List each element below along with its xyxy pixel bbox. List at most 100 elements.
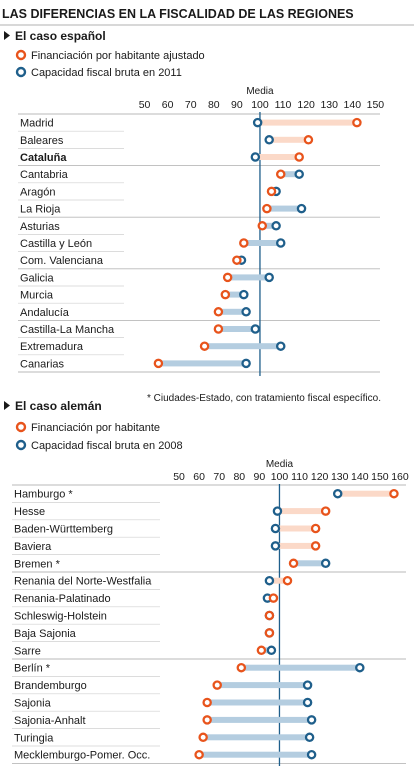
financing-point — [294, 152, 304, 162]
row-label: Baden-Württemberg — [14, 524, 113, 536]
capacity-point — [296, 203, 307, 214]
row-label: Sajonia-Anhalt — [14, 715, 86, 727]
financing-point — [266, 186, 277, 197]
capacity-point — [252, 117, 263, 128]
financing-point — [153, 358, 164, 369]
capacity-point — [306, 715, 317, 725]
row-label: Extremadura — [20, 341, 84, 353]
financing-point — [310, 541, 321, 551]
gap-bar — [293, 560, 326, 567]
row-label: Sarre — [14, 645, 41, 657]
tick-label: 80 — [233, 471, 245, 483]
tick-label: 90 — [254, 471, 266, 483]
capacity-point — [266, 645, 277, 656]
gap-bar — [207, 716, 312, 723]
gap-bar — [262, 222, 277, 229]
gap-bar — [218, 308, 247, 315]
financing-point — [257, 221, 268, 231]
row-label: Turingia — [14, 732, 54, 744]
capacity-point — [271, 221, 281, 231]
gap-bar — [227, 274, 270, 281]
row-label: Schleswig-Holstein — [14, 611, 107, 623]
legend-label-capacity: Capacidad fiscal bruta en 2011 — [31, 67, 182, 79]
tick-label: 70 — [185, 99, 197, 111]
gap-bar — [269, 577, 288, 584]
gap-bar — [225, 291, 244, 298]
financing-point — [198, 732, 208, 743]
section-marker-icon — [4, 401, 10, 410]
tick-label: 100 — [271, 471, 289, 483]
tick-label: 150 — [367, 99, 385, 111]
section-title: El caso alemán — [15, 399, 102, 413]
financing-point — [236, 662, 247, 673]
tick-label: 60 — [162, 99, 174, 111]
capacity-point — [275, 238, 286, 248]
tick-label: 130 — [320, 99, 338, 111]
section-marker-icon — [4, 31, 10, 40]
capacity-point — [264, 272, 274, 283]
financing-point — [213, 307, 224, 317]
tick-label: 60 — [193, 471, 205, 483]
tick-label: 110 — [275, 99, 292, 111]
legend-label-financing: Financiación por habitante ajustado — [31, 50, 205, 62]
financing-point — [264, 610, 275, 621]
tick-label: 140 — [344, 99, 362, 111]
financing-point — [352, 117, 362, 128]
gap-bar — [158, 360, 247, 367]
row-label: Renania del Norte-Westfalia — [14, 576, 152, 588]
financing-point — [213, 324, 224, 334]
tick-label: 50 — [173, 471, 185, 483]
financing-point — [310, 523, 321, 534]
tick-label: 110 — [291, 471, 308, 483]
capacity-point — [270, 541, 281, 551]
footnote: * Ciudades-Estado, con tratamiento fisca… — [147, 393, 381, 404]
financing-point — [282, 575, 293, 586]
row-label: Galicia — [20, 272, 55, 284]
gap-bar — [257, 119, 357, 126]
financing-point — [389, 488, 399, 499]
capacity-point — [302, 680, 313, 690]
row-label: Hesse — [14, 506, 45, 518]
financing-point — [202, 715, 212, 725]
tick-label: 150 — [371, 471, 389, 483]
row-label: Com. Valenciana — [20, 255, 104, 267]
row-label: Berlín * — [14, 663, 51, 675]
row-label: Brandemburgo — [14, 680, 87, 692]
tick-label: 90 — [231, 99, 243, 111]
row-label: Murcia — [20, 290, 54, 302]
capacity-point — [241, 307, 251, 317]
financing-point — [212, 680, 222, 690]
gap-bar — [275, 542, 316, 549]
axis-label: Media — [246, 86, 274, 97]
financing-point — [199, 341, 210, 351]
legend-label-financing: Financiación por habitante — [31, 422, 160, 434]
capacity-point — [264, 135, 274, 145]
capacity-point — [320, 558, 331, 569]
gap-bar — [255, 154, 300, 160]
gap-bar — [203, 734, 310, 741]
financing-point — [268, 593, 279, 603]
gap-bar — [277, 508, 326, 515]
tick-label: 160 — [391, 471, 409, 483]
gap-bar — [261, 647, 272, 654]
capacity-point — [275, 341, 286, 351]
capacity-point — [264, 575, 275, 586]
capacity-point — [302, 697, 313, 708]
page-title: LAS DIFERENCIAS EN LA FISCALIDAD DE LAS … — [2, 7, 354, 21]
row-label: Madrid — [20, 118, 54, 130]
tick-label: 120 — [311, 471, 329, 483]
row-label: La Rioja — [20, 204, 61, 216]
gap-bar — [217, 682, 308, 689]
gap-bar — [241, 664, 360, 671]
row-label: Bremen * — [14, 558, 61, 570]
capacity-point — [306, 749, 317, 760]
tick-label: 80 — [208, 99, 220, 111]
tick-label: 100 — [251, 99, 269, 111]
gap-bar — [243, 240, 281, 246]
financing-point — [288, 558, 299, 569]
row-label: Andalucía — [20, 307, 70, 319]
row-label: Aragón — [20, 186, 55, 198]
gap-bar — [275, 525, 316, 532]
capacity-point — [241, 358, 251, 369]
chart-es: El caso español Financiación por habitant… — [4, 29, 384, 376]
